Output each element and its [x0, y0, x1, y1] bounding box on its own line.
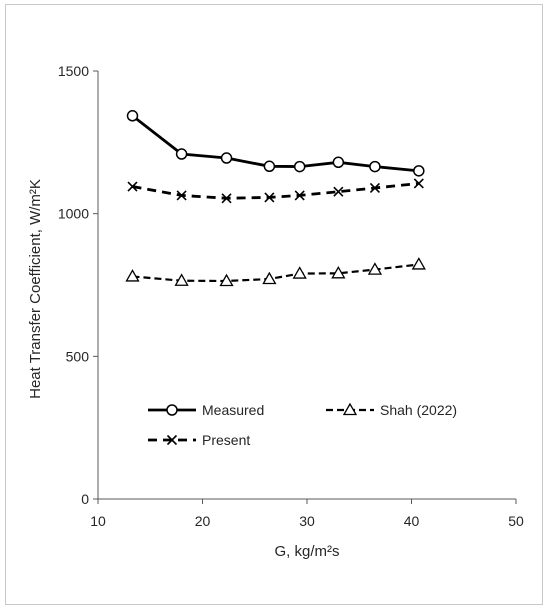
series-line — [132, 263, 419, 283]
y-tick-label: 1000 — [58, 206, 89, 222]
x-tick-label: 50 — [508, 513, 524, 529]
legend-item: Shah (2022) — [326, 402, 457, 418]
data-point-triangle — [411, 257, 426, 270]
data-point-triangle — [174, 273, 189, 286]
x-axis-title: G, kg/m²s — [274, 543, 339, 560]
legend-marker-circle — [166, 404, 178, 416]
y-tick-label: 1500 — [58, 63, 89, 79]
legend-marker-triangle — [342, 402, 358, 416]
data-point-triangle — [262, 271, 277, 285]
y-tick-label: 500 — [66, 348, 90, 364]
x-tick-label: 20 — [195, 513, 211, 529]
y-tick-label: 0 — [81, 491, 89, 507]
legend-item: Present — [148, 432, 250, 448]
data-point-triangle — [331, 265, 346, 279]
data-point-x — [264, 192, 275, 203]
series-layer — [125, 110, 426, 287]
legend-label: Measured — [202, 402, 264, 418]
series-line — [131, 114, 419, 173]
series-circle — [126, 110, 425, 177]
data-point-triangle — [367, 262, 383, 275]
legend-item: Measured — [148, 402, 264, 418]
data-point-x — [369, 182, 380, 194]
data-point-circle — [332, 156, 345, 169]
data-point-triangle — [125, 269, 140, 282]
x-tick-label: 30 — [299, 513, 315, 529]
data-point-circle — [293, 160, 306, 173]
y-axis-title: Heat Transfer Coefficient, W/m²K — [27, 179, 44, 399]
data-point-circle — [413, 165, 425, 177]
data-point-triangle — [219, 273, 234, 287]
series-x — [127, 178, 424, 204]
series-line — [132, 182, 419, 200]
legend-label: Shah (2022) — [380, 402, 457, 418]
data-point-circle — [369, 160, 381, 173]
data-point-circle — [220, 152, 233, 164]
axes — [97, 71, 516, 500]
x-tick-label: 10 — [90, 513, 106, 529]
tick-labels: 0 500 1000 1500 10 20 30 40 50 — [58, 63, 524, 529]
legend-label: Present — [202, 432, 250, 448]
data-point-circle — [126, 110, 139, 122]
data-point-x — [333, 186, 344, 197]
data-point-triangle — [292, 266, 307, 279]
x-tick-label: 40 — [404, 513, 420, 529]
series-triangle — [125, 257, 426, 287]
data-point-circle — [175, 148, 188, 160]
data-point-x — [294, 190, 305, 201]
data-point-x — [127, 181, 138, 192]
data-point-x — [413, 178, 424, 189]
chart-frame — [5, 4, 543, 605]
data-point-x — [176, 190, 187, 201]
data-point-x — [221, 193, 232, 204]
legend: Measured Shah (2022) Present — [148, 402, 457, 448]
data-point-circle — [263, 160, 276, 173]
legend-marker-x — [166, 434, 178, 446]
